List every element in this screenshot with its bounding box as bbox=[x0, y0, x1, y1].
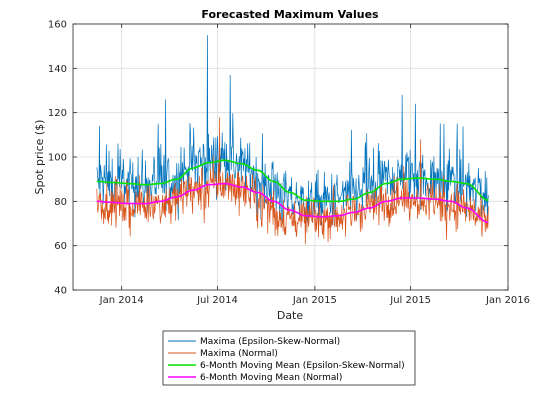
axis-ticks: 40 60 80 100 120 140 160 Jan 2014 Jul 2014 Jan 20… bbox=[48, 20, 530, 307]
x-axis-label: Date bbox=[277, 309, 304, 322]
legend-label-4: 6-Month Moving Mean (Normal) bbox=[200, 373, 342, 383]
y-tick-label: 120 bbox=[48, 108, 67, 119]
plot-axes: 40 60 80 100 120 140 160 Jan 2014 Jul 2014 Jan 20… bbox=[48, 20, 530, 307]
legend-label-2: Maxima (Normal) bbox=[200, 349, 278, 359]
legend-label-1: Maxima (Epsilon-Skew-Normal) bbox=[200, 337, 340, 347]
legend: Maxima (Epsilon-Skew-Normal) Maxima (Norm… bbox=[162, 330, 416, 386]
series-line-2 bbox=[96, 117, 489, 245]
y-axis-label: Spot price ($) bbox=[33, 120, 46, 195]
legend-label-3: 6-Month Moving Mean (Epsilon-Skew-Normal… bbox=[200, 361, 405, 371]
series-line-4 bbox=[96, 182, 489, 224]
y-tick-label: 160 bbox=[48, 20, 67, 31]
x-tick-label: Jan 2015 bbox=[292, 295, 337, 306]
x-tick-label: Jan 2016 bbox=[485, 295, 530, 306]
series-layer bbox=[96, 35, 489, 245]
y-tick-label: 60 bbox=[54, 241, 67, 252]
y-tick-label: 80 bbox=[54, 197, 67, 208]
y-tick-label: 140 bbox=[48, 64, 67, 75]
x-tick-label: Jul 2014 bbox=[196, 295, 238, 306]
legend-box bbox=[162, 330, 416, 386]
x-tick-label: Jan 2014 bbox=[99, 295, 144, 306]
x-tick-label: Jul 2015 bbox=[389, 295, 431, 306]
y-tick-label: 100 bbox=[48, 153, 67, 164]
y-tick-label: 40 bbox=[54, 286, 67, 297]
series-line-3 bbox=[96, 159, 489, 203]
chart-title: Forecasted Maximum Values bbox=[201, 8, 379, 21]
series-line-1 bbox=[96, 35, 489, 232]
